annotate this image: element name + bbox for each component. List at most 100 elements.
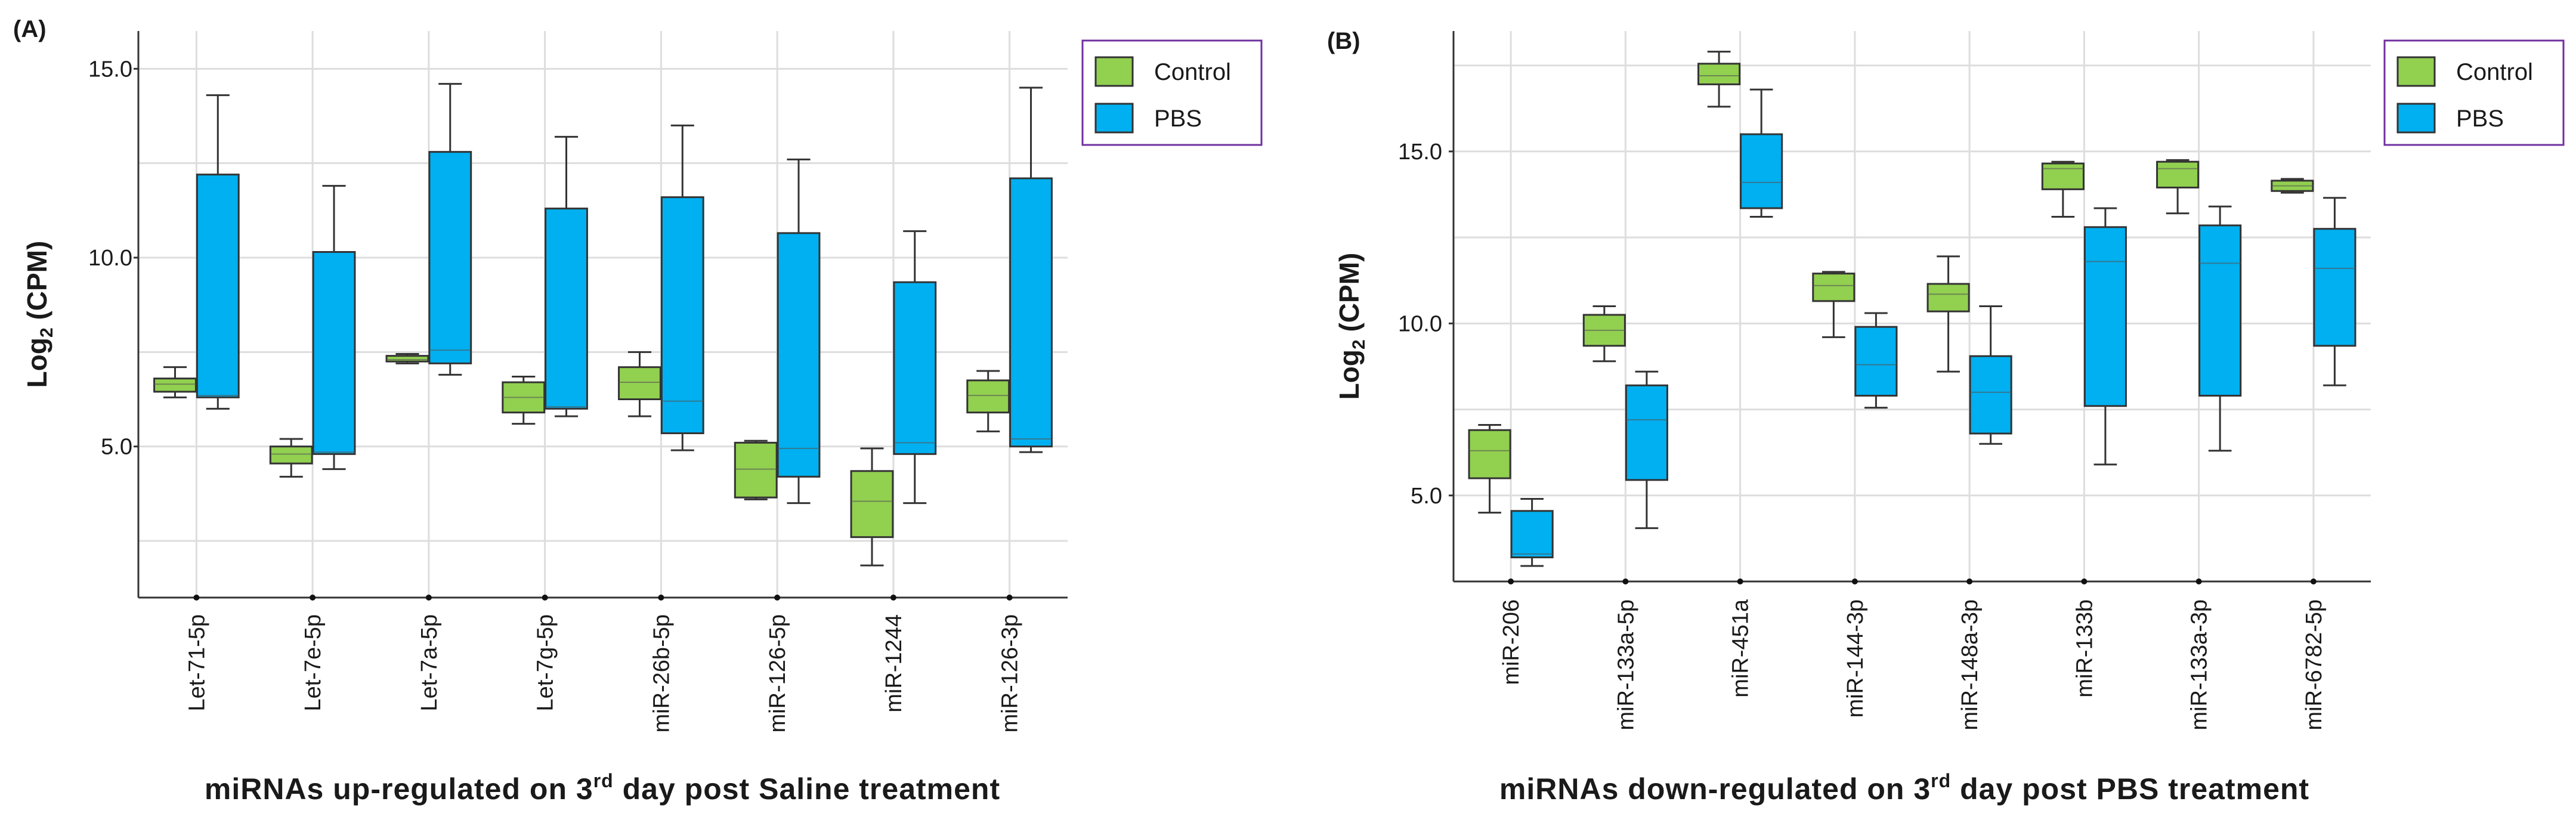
x-tick-dot — [193, 595, 200, 601]
y-tick-label: 5.0 — [101, 435, 132, 460]
box-body — [1697, 63, 1741, 85]
x-category-label: miR-133a-5p — [1613, 599, 1638, 731]
x-category-label: miR-126-3p — [998, 614, 1023, 733]
y-tick-label: 15.0 — [1398, 140, 1442, 165]
x-tick-dot — [774, 595, 781, 601]
box-body — [1009, 177, 1053, 448]
x-axis-title-pre: miRNAs up-regulated on 3 — [205, 772, 593, 806]
box-pbs-mir-133a-5p — [1625, 370, 1668, 530]
box-pbs-let-7a-5p — [428, 83, 472, 376]
x-tick-dot — [425, 595, 432, 601]
x-tick-dot — [2310, 578, 2317, 584]
box-pbs-mir-451a — [1740, 88, 1783, 218]
box-pbs-mir-1244 — [893, 230, 937, 505]
box-body — [1854, 326, 1898, 397]
legend-swatch-pbs — [1094, 103, 1134, 134]
box-control-mir-206 — [1468, 424, 1511, 514]
x-tick-dot — [2081, 578, 2088, 584]
box-body — [1625, 384, 1668, 481]
x-category-label: miR-126-5p — [765, 614, 790, 733]
box-control-let-7g-5p — [502, 376, 546, 425]
box-body — [966, 379, 1010, 414]
box-control-mir-133b — [2041, 160, 2085, 218]
box-body — [1969, 355, 2012, 435]
box-pbs-mir-126-3p — [1009, 86, 1053, 453]
chart-panel-b: (B) 5.0 10.0 15.0 miR-206 miR-133a-5p miR-451a… — [1327, 28, 2565, 806]
box-pbs-mir-126-5p — [777, 158, 821, 505]
legend-label-control: Control — [1154, 59, 1231, 85]
box-body — [2313, 228, 2357, 347]
y-tick-label: 10.0 — [1398, 311, 1442, 336]
y-axis-title-unit: (CPM) — [21, 241, 52, 328]
box-body — [893, 281, 937, 455]
x-category-label: miR-148a-3p — [1957, 599, 1983, 731]
y-tick-label: 10.0 — [88, 246, 132, 271]
box-control-mir-126-3p — [966, 370, 1010, 432]
box-body — [1510, 510, 1554, 559]
x-category-label: Let-7a-5p — [417, 614, 442, 711]
box-pbs-let-7g-5p — [545, 135, 588, 417]
x-axis-title-post: day post Saline treatment — [614, 772, 1000, 806]
box-control-mir-133a-3p — [2156, 159, 2200, 215]
x-tick-dot — [2195, 578, 2202, 584]
x-axis-title: miRNAs down-regulated on 3rd day post PB… — [1499, 770, 2309, 806]
x-axis-title-post: day post PBS treatment — [1951, 772, 2309, 806]
box-pbs-mir-144-3p — [1854, 312, 1898, 409]
box-body — [153, 378, 197, 393]
box-control-mir-6782-5p — [2271, 178, 2314, 194]
x-tick-dot — [1006, 595, 1013, 601]
x-tick-dot — [658, 595, 664, 601]
box-pbs-mir-206 — [1510, 498, 1554, 567]
box-body — [1812, 273, 1856, 302]
box-body — [618, 366, 661, 401]
x-axis-title-superscript: rd — [1931, 770, 1951, 791]
box-control-mir-133a-5p — [1582, 305, 1626, 363]
box-control-mir-451a — [1697, 51, 1741, 108]
box-pbs-let-7e-5p — [312, 185, 356, 471]
box-body — [1926, 283, 1970, 313]
box-pbs-let-71-5p — [196, 94, 240, 410]
y-axis-title-base: Log — [21, 338, 52, 388]
box-body — [385, 355, 429, 363]
box-body — [312, 251, 356, 455]
box-body — [1740, 133, 1783, 209]
x-category-label: miR-144-3p — [1843, 599, 1868, 718]
box-pbs-mir-26b-5p — [660, 124, 704, 451]
box-control-mir-144-3p — [1812, 271, 1856, 338]
x-category-label: miR-133a-3p — [2187, 599, 2212, 731]
x-tick-dot — [1622, 578, 1629, 584]
box-body — [660, 196, 704, 434]
x-tick-dot — [542, 595, 548, 601]
legend: Control PBS — [1081, 39, 1263, 146]
box-body — [269, 445, 313, 465]
box-control-mir-26b-5p — [618, 351, 661, 417]
box-pbs-mir-133b — [2083, 207, 2127, 466]
legend: Control PBS — [2383, 39, 2565, 146]
box-body — [1468, 429, 1511, 479]
x-category-label: miR-1244 — [882, 614, 907, 713]
x-category-label: Let-7e-5p — [301, 614, 326, 711]
x-category-label: miR-133b — [2072, 599, 2097, 698]
chart-panel-a: (A) 5.0 10.0 15.0 Let-71-5p Let-7e-5p Let-7a-5… — [13, 16, 1263, 806]
box-body — [428, 151, 472, 364]
x-axis-title-superscript: rd — [593, 770, 614, 791]
panel-label: (B) — [1327, 28, 1360, 54]
box-body — [2041, 162, 2085, 190]
legend-swatch-control — [1094, 56, 1134, 87]
box-body — [545, 208, 588, 410]
box-body — [2198, 224, 2242, 397]
box-body — [196, 174, 240, 398]
box-control-mir-148a-3p — [1926, 255, 1970, 373]
x-tick-dot — [1508, 578, 1514, 584]
box-body — [2083, 226, 2127, 407]
box-control-mir-126-5p — [734, 440, 778, 500]
box-control-let-71-5p — [153, 366, 197, 398]
x-category-label: miR-6782-5p — [2302, 599, 2327, 731]
legend-label-pbs: PBS — [2456, 106, 2504, 132]
x-tick-dot — [1737, 578, 1743, 584]
x-tick-dot — [890, 595, 896, 601]
box-control-mir-1244 — [850, 447, 894, 567]
y-axis-title-unit: (CPM) — [1334, 253, 1365, 340]
x-axis-title-pre: miRNAs down-regulated on 3 — [1499, 772, 1931, 806]
